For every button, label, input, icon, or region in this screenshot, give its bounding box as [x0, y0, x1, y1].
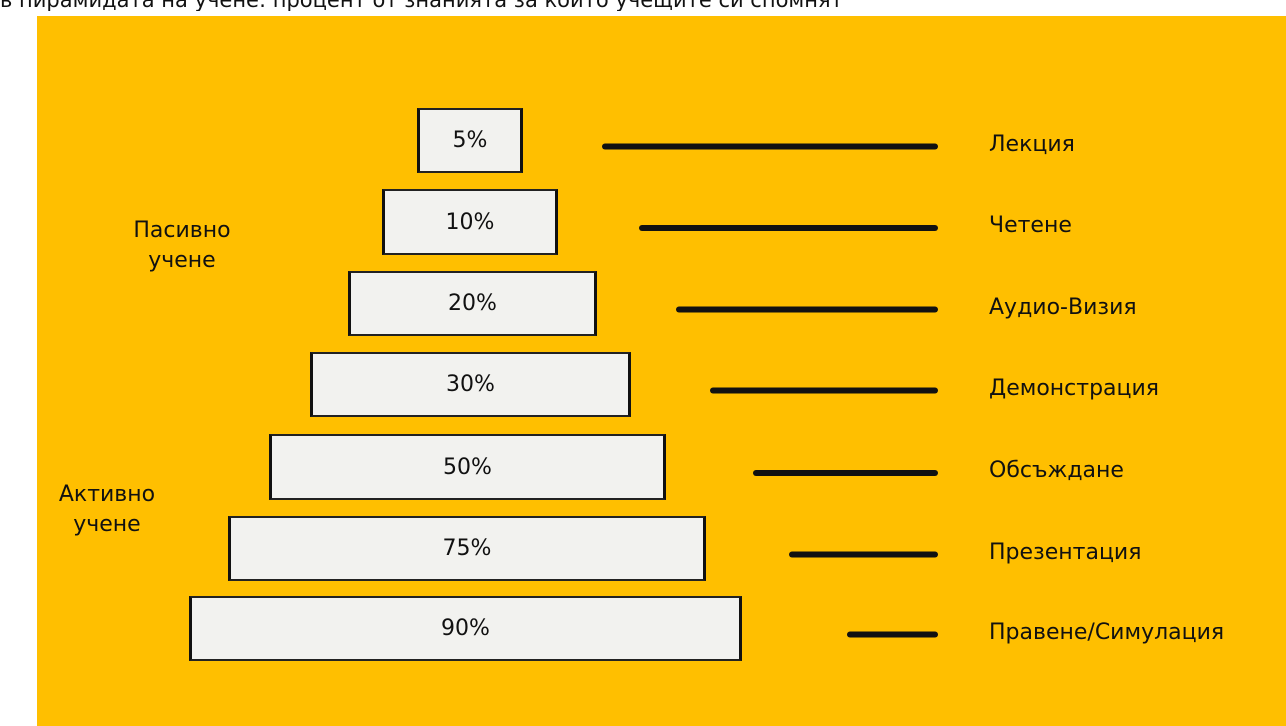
layer-percent-label: 75%	[442, 536, 492, 561]
pyramid-layer-2: 10%	[382, 189, 558, 255]
passive-label-line-1: Пасивно	[133, 218, 231, 243]
active-label-line-2: учене	[73, 512, 141, 537]
pyramid-layer-3: 20%	[348, 271, 597, 336]
layer-percent-label: 50%	[443, 454, 492, 480]
method-label-3: Аудио-Визия	[989, 294, 1137, 320]
pyramid-layer-7: 90%	[189, 596, 742, 661]
method-label-2: Четене	[989, 213, 1072, 238]
method-label-6: Презентация	[989, 539, 1142, 565]
active-learning-label: Активно учене	[37, 480, 177, 540]
method-label-5: Обсъждане	[989, 458, 1124, 483]
method-label-7: Правене/Симулация	[989, 619, 1225, 645]
layer-percent-label: 20%	[448, 291, 497, 316]
top-caption-text: в пирамидата на учене: процент от знания…	[0, 0, 1286, 11]
connector-lines	[602, 143, 938, 638]
pyramid-panel: Пасивно учене Активно учене 5% Лекция 10% Ч…	[37, 16, 1286, 726]
layer-percent-label: 30%	[446, 372, 495, 397]
layer-percent-label: 10%	[445, 209, 495, 235]
method-label-4: Демонстрация	[989, 375, 1160, 401]
passive-label-line-2: учене	[148, 248, 216, 273]
pyramid-layer-6: 75%	[228, 516, 706, 581]
passive-learning-label: Пасивно учене	[112, 216, 252, 276]
layer-percent-label: 90%	[441, 616, 490, 641]
pyramid-layer-1: 5%	[417, 108, 523, 173]
method-label-1: Лекция	[989, 131, 1075, 157]
active-label-line-1: Активно	[58, 482, 156, 507]
pyramid-layer-4: 30%	[310, 352, 631, 417]
layer-percent-label: 5%	[452, 128, 488, 153]
pyramid-layer-5: 50%	[269, 434, 666, 500]
